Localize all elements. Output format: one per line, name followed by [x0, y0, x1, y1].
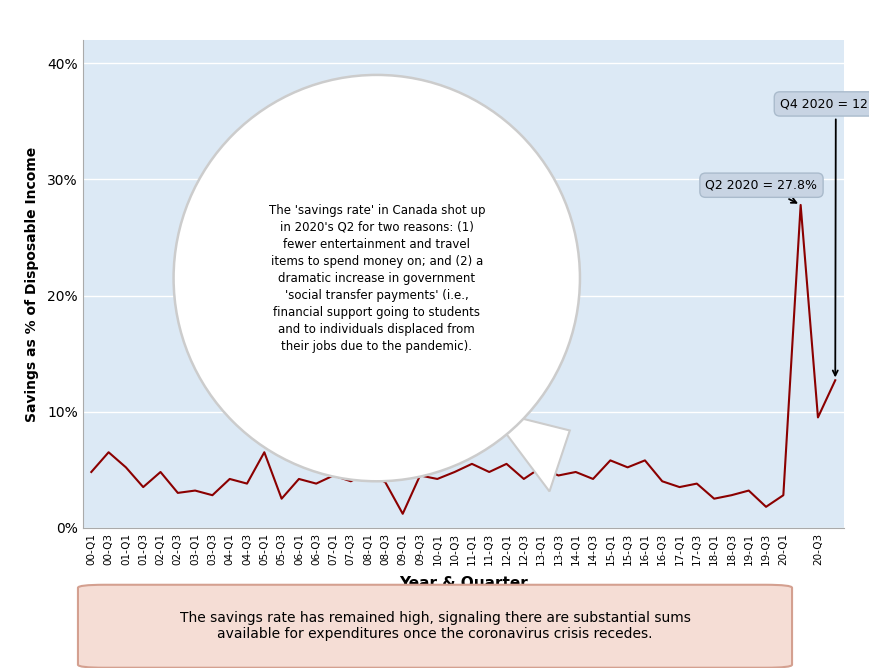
Ellipse shape [174, 75, 580, 481]
Text: The savings rate has remained high, signaling there are substantial sums
availab: The savings rate has remained high, sign… [179, 611, 690, 641]
Text: Q2 2020 = 27.8%: Q2 2020 = 27.8% [705, 179, 817, 203]
Polygon shape [488, 410, 569, 492]
X-axis label: Year & Quarter: Year & Quarter [399, 576, 527, 591]
FancyBboxPatch shape [78, 584, 791, 668]
Text: Q4 2020 = 12.7%: Q4 2020 = 12.7% [779, 98, 869, 375]
Y-axis label: Savings as % of Disposable Income: Savings as % of Disposable Income [24, 146, 38, 422]
Text: The 'savings rate' in Canada shot up
in 2020's Q2 for two reasons: (1)
fewer ent: The 'savings rate' in Canada shot up in … [269, 204, 484, 353]
